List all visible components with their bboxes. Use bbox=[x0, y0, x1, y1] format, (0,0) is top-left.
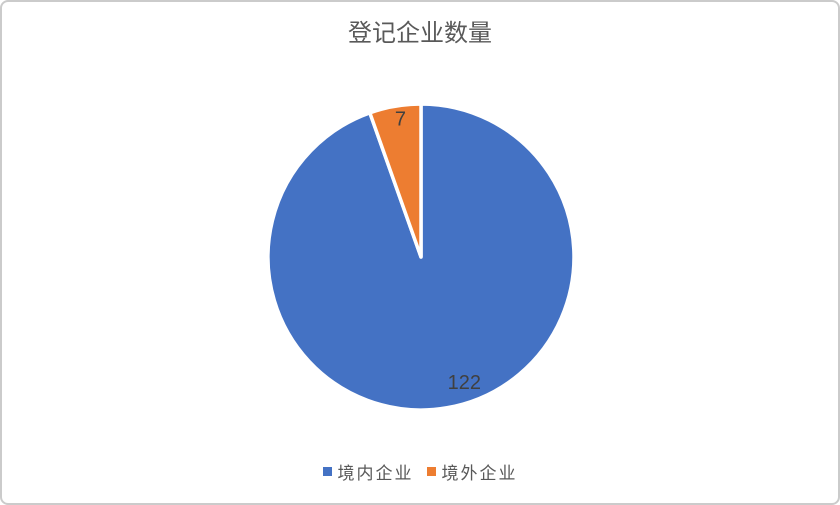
legend-marker-icon bbox=[426, 467, 436, 476]
pie-slice-1 bbox=[368, 102, 423, 259]
pie-data-label-1: 7 bbox=[395, 108, 406, 130]
legend-label: 境内企业 bbox=[337, 464, 414, 483]
legend-item-0: 境内企业 bbox=[322, 459, 414, 484]
legend-item-1: 境外企业 bbox=[426, 459, 518, 484]
chart-legend: 境内企业 境外企业 bbox=[2, 459, 838, 484]
pie-data-label-0: 122 bbox=[448, 372, 481, 394]
legend-label: 境外企业 bbox=[441, 464, 518, 483]
chart-title: 登记企业数量 bbox=[348, 20, 492, 47]
legend-marker-icon bbox=[322, 467, 332, 476]
